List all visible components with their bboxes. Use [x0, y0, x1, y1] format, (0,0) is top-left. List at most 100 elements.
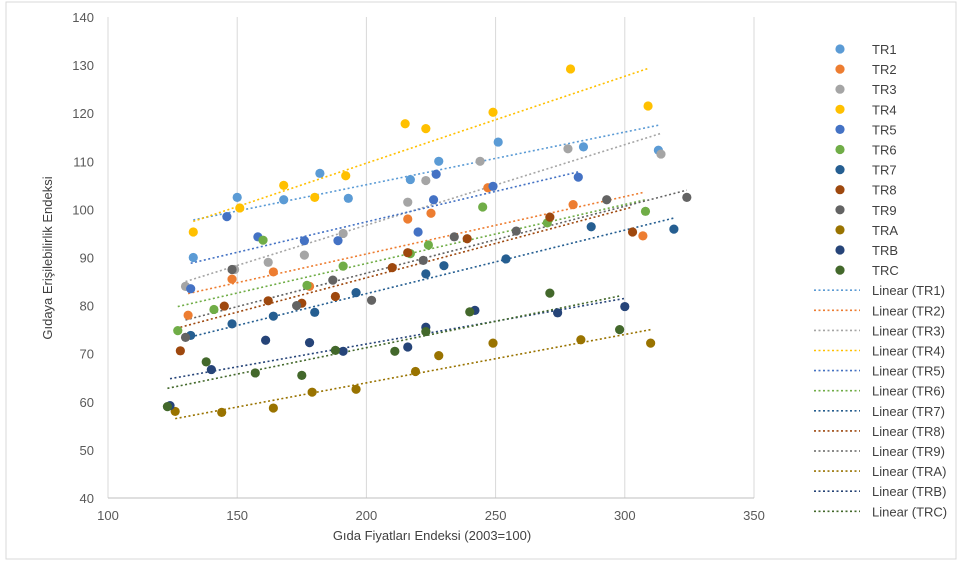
data-point-tr3: [563, 144, 573, 154]
data-point-tr9: [328, 275, 338, 285]
data-point-tr2: [183, 310, 193, 320]
legend-label-tr3: TR3: [872, 82, 897, 97]
x-tick-label: 350: [743, 508, 765, 523]
data-point-tr9: [180, 332, 191, 342]
data-point-tra: [410, 366, 421, 377]
legend-label-linear-tr6: Linear (TR6): [872, 384, 945, 399]
data-point-tr8: [387, 263, 397, 273]
legend-label-linear-trb: Linear (TRB): [872, 484, 946, 499]
legend-marker-tr4: [835, 104, 845, 114]
data-point-tr6: [478, 202, 488, 212]
y-tick-label: 120: [72, 106, 94, 121]
data-point-tr3: [338, 228, 348, 239]
data-point-trc: [250, 368, 260, 378]
data-point-trb: [261, 335, 271, 345]
data-point-tr8: [219, 301, 229, 311]
data-point-trc: [421, 326, 431, 337]
trendline-linear-trc: [167, 295, 620, 390]
data-point-trb: [553, 308, 563, 318]
data-point-tr9: [511, 226, 521, 236]
data-point-tr4: [235, 203, 245, 213]
data-point-tr4: [310, 192, 320, 202]
legend-label-tr7: TR7: [872, 163, 897, 178]
y-tick-label: 100: [72, 202, 94, 217]
y-tick-label: 110: [73, 154, 94, 169]
x-tick-label: 300: [614, 508, 636, 523]
legend-label-tr8: TR8: [872, 183, 897, 198]
y-tick-label: 40: [80, 491, 94, 506]
data-point-tr1: [343, 193, 353, 203]
data-point-tr4: [643, 101, 653, 111]
legend-label-linear-tr3: Linear (TR3): [872, 323, 945, 338]
data-point-trb: [620, 301, 630, 312]
data-point-trc: [201, 357, 211, 367]
data-point-trc: [330, 345, 340, 355]
legend-marker-tr5: [835, 124, 845, 134]
legend-label-linear-tr1: Linear (TR1): [872, 283, 945, 298]
data-point-tra: [268, 403, 278, 413]
legend-marker-tr2: [835, 64, 845, 74]
data-point-tr6: [423, 240, 434, 250]
legend-marker-tr1: [835, 44, 845, 54]
data-point-tr2: [403, 214, 413, 224]
data-point-tr9: [449, 232, 459, 242]
legend-label-tr1: TR1: [872, 42, 897, 57]
data-point-tr3: [421, 175, 431, 186]
data-point-tr1: [279, 195, 289, 205]
legend-label-tr2: TR2: [872, 62, 897, 77]
data-point-tr1: [434, 156, 444, 166]
data-point-trc: [615, 325, 625, 335]
data-point-tr9: [366, 295, 377, 305]
data-point-tr1: [315, 168, 325, 178]
y-tick-label: 130: [72, 58, 94, 73]
data-point-tr7: [310, 307, 320, 317]
data-point-tr4: [188, 227, 198, 237]
data-point-tr2: [426, 208, 436, 218]
data-point-tr5: [413, 227, 423, 237]
grid-lines: [107, 17, 755, 498]
trendline-linear-tr8: [180, 206, 633, 329]
data-point-trb: [206, 364, 216, 375]
data-points: [162, 64, 692, 417]
data-point-tr8: [545, 212, 555, 222]
data-point-tr7: [501, 254, 511, 264]
data-point-tr1: [578, 142, 589, 152]
data-point-tr6: [302, 280, 312, 290]
legend-label-tr9: TR9: [872, 203, 897, 218]
legend-label-linear-tr7: Linear (TR7): [872, 404, 945, 419]
data-point-tr3: [299, 250, 309, 260]
legend-label-linear-tr5: Linear (TR5): [872, 364, 945, 379]
data-point-tr8: [175, 346, 185, 356]
data-point-tr7: [669, 224, 679, 234]
data-point-tr8: [627, 227, 638, 237]
legend-label-tr4: TR4: [872, 102, 897, 117]
data-point-tra: [351, 384, 361, 394]
legend-label-linear-tr4: Linear (TR4): [872, 344, 945, 359]
legend-marker-trb: [835, 245, 845, 255]
trendline-linear-tr3: [185, 132, 662, 283]
data-point-tr4: [279, 180, 289, 190]
data-point-tr5: [428, 195, 439, 205]
data-point-tr6: [338, 261, 348, 271]
x-axis-title: Gıda Fiyatları Endeksi (2003=100): [333, 528, 531, 543]
y-tick-label: 140: [72, 10, 94, 25]
data-point-tr6: [640, 206, 651, 216]
legend-label-tr6: TR6: [872, 143, 897, 158]
data-point-tr5: [431, 169, 441, 179]
data-point-tr5: [488, 181, 498, 191]
x-tick-label: 150: [226, 508, 248, 523]
data-point-tr9: [292, 301, 302, 311]
trendline-linear-tr2: [187, 191, 644, 295]
data-point-tr2: [638, 231, 648, 241]
data-point-tr3: [475, 156, 485, 166]
data-point-tr9: [227, 264, 237, 275]
data-point-trc: [297, 370, 307, 380]
data-point-tr1: [405, 174, 415, 185]
x-tick-label: 100: [97, 508, 119, 523]
data-point-tr2: [568, 199, 578, 210]
x-tick-label: 200: [356, 508, 378, 523]
data-point-tr7: [421, 269, 431, 279]
y-tick-label: 50: [80, 443, 94, 458]
y-tick-label: 70: [80, 347, 94, 362]
